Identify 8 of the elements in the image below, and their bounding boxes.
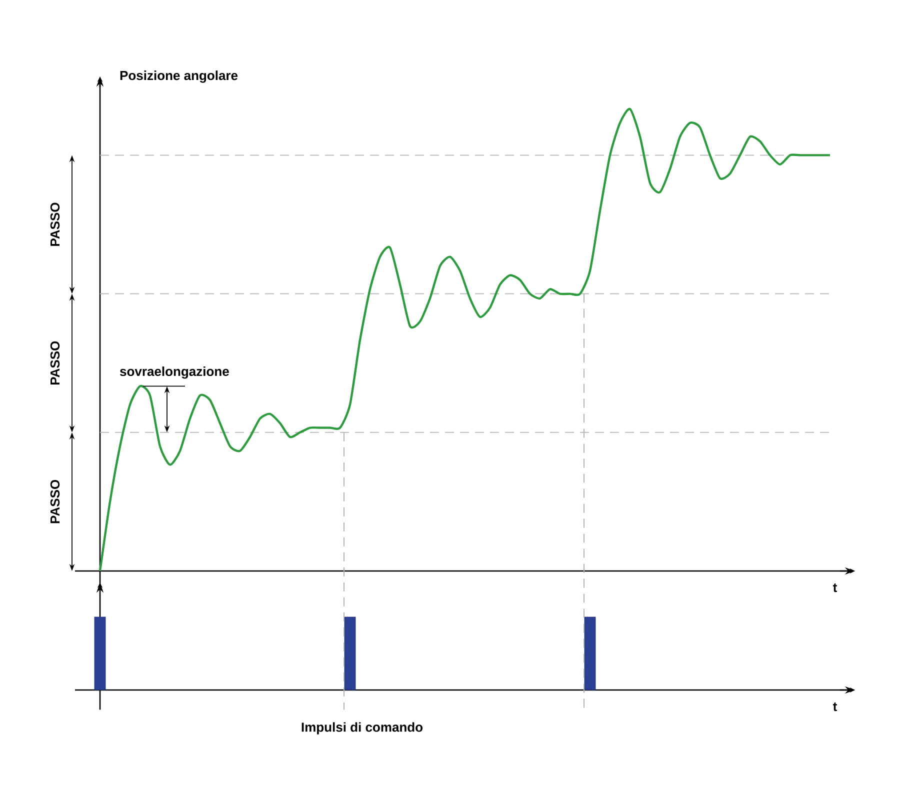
- text: Impulsi di comando: [302, 722, 423, 734]
- text: PASSO: [50, 202, 60, 246]
- text: PASSO: [50, 480, 60, 524]
- text: PASSO: [50, 341, 60, 385]
- annotation: sovraelongazione: [120, 366, 229, 379]
- y-axis-title: Posizione angolare: [120, 70, 238, 83]
- x-axis-title: t: [833, 702, 838, 712]
- x-axis-title: t: [833, 584, 838, 592]
